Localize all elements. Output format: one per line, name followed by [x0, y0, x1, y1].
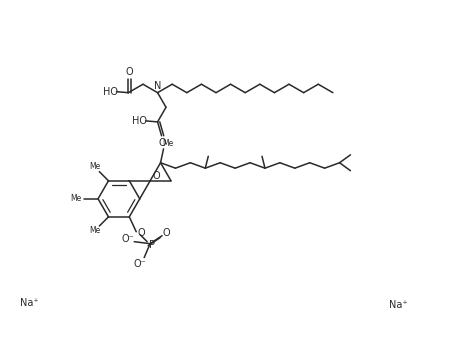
Text: O: O: [125, 67, 133, 77]
Text: HO: HO: [132, 116, 147, 126]
Text: Me: Me: [71, 194, 82, 203]
Text: P: P: [149, 240, 155, 250]
Text: Na⁺: Na⁺: [390, 300, 408, 310]
Text: O⁻: O⁻: [122, 234, 135, 244]
Text: O: O: [159, 138, 166, 148]
Text: Me: Me: [89, 227, 100, 235]
Text: O: O: [137, 228, 145, 238]
Text: O: O: [152, 171, 160, 181]
Text: N: N: [154, 81, 161, 91]
Text: Me: Me: [162, 139, 173, 148]
Text: Me: Me: [89, 162, 100, 171]
Text: Na⁺: Na⁺: [20, 298, 39, 308]
Text: O: O: [162, 228, 170, 238]
Text: O⁻: O⁻: [134, 258, 147, 268]
Text: HO: HO: [103, 87, 118, 97]
